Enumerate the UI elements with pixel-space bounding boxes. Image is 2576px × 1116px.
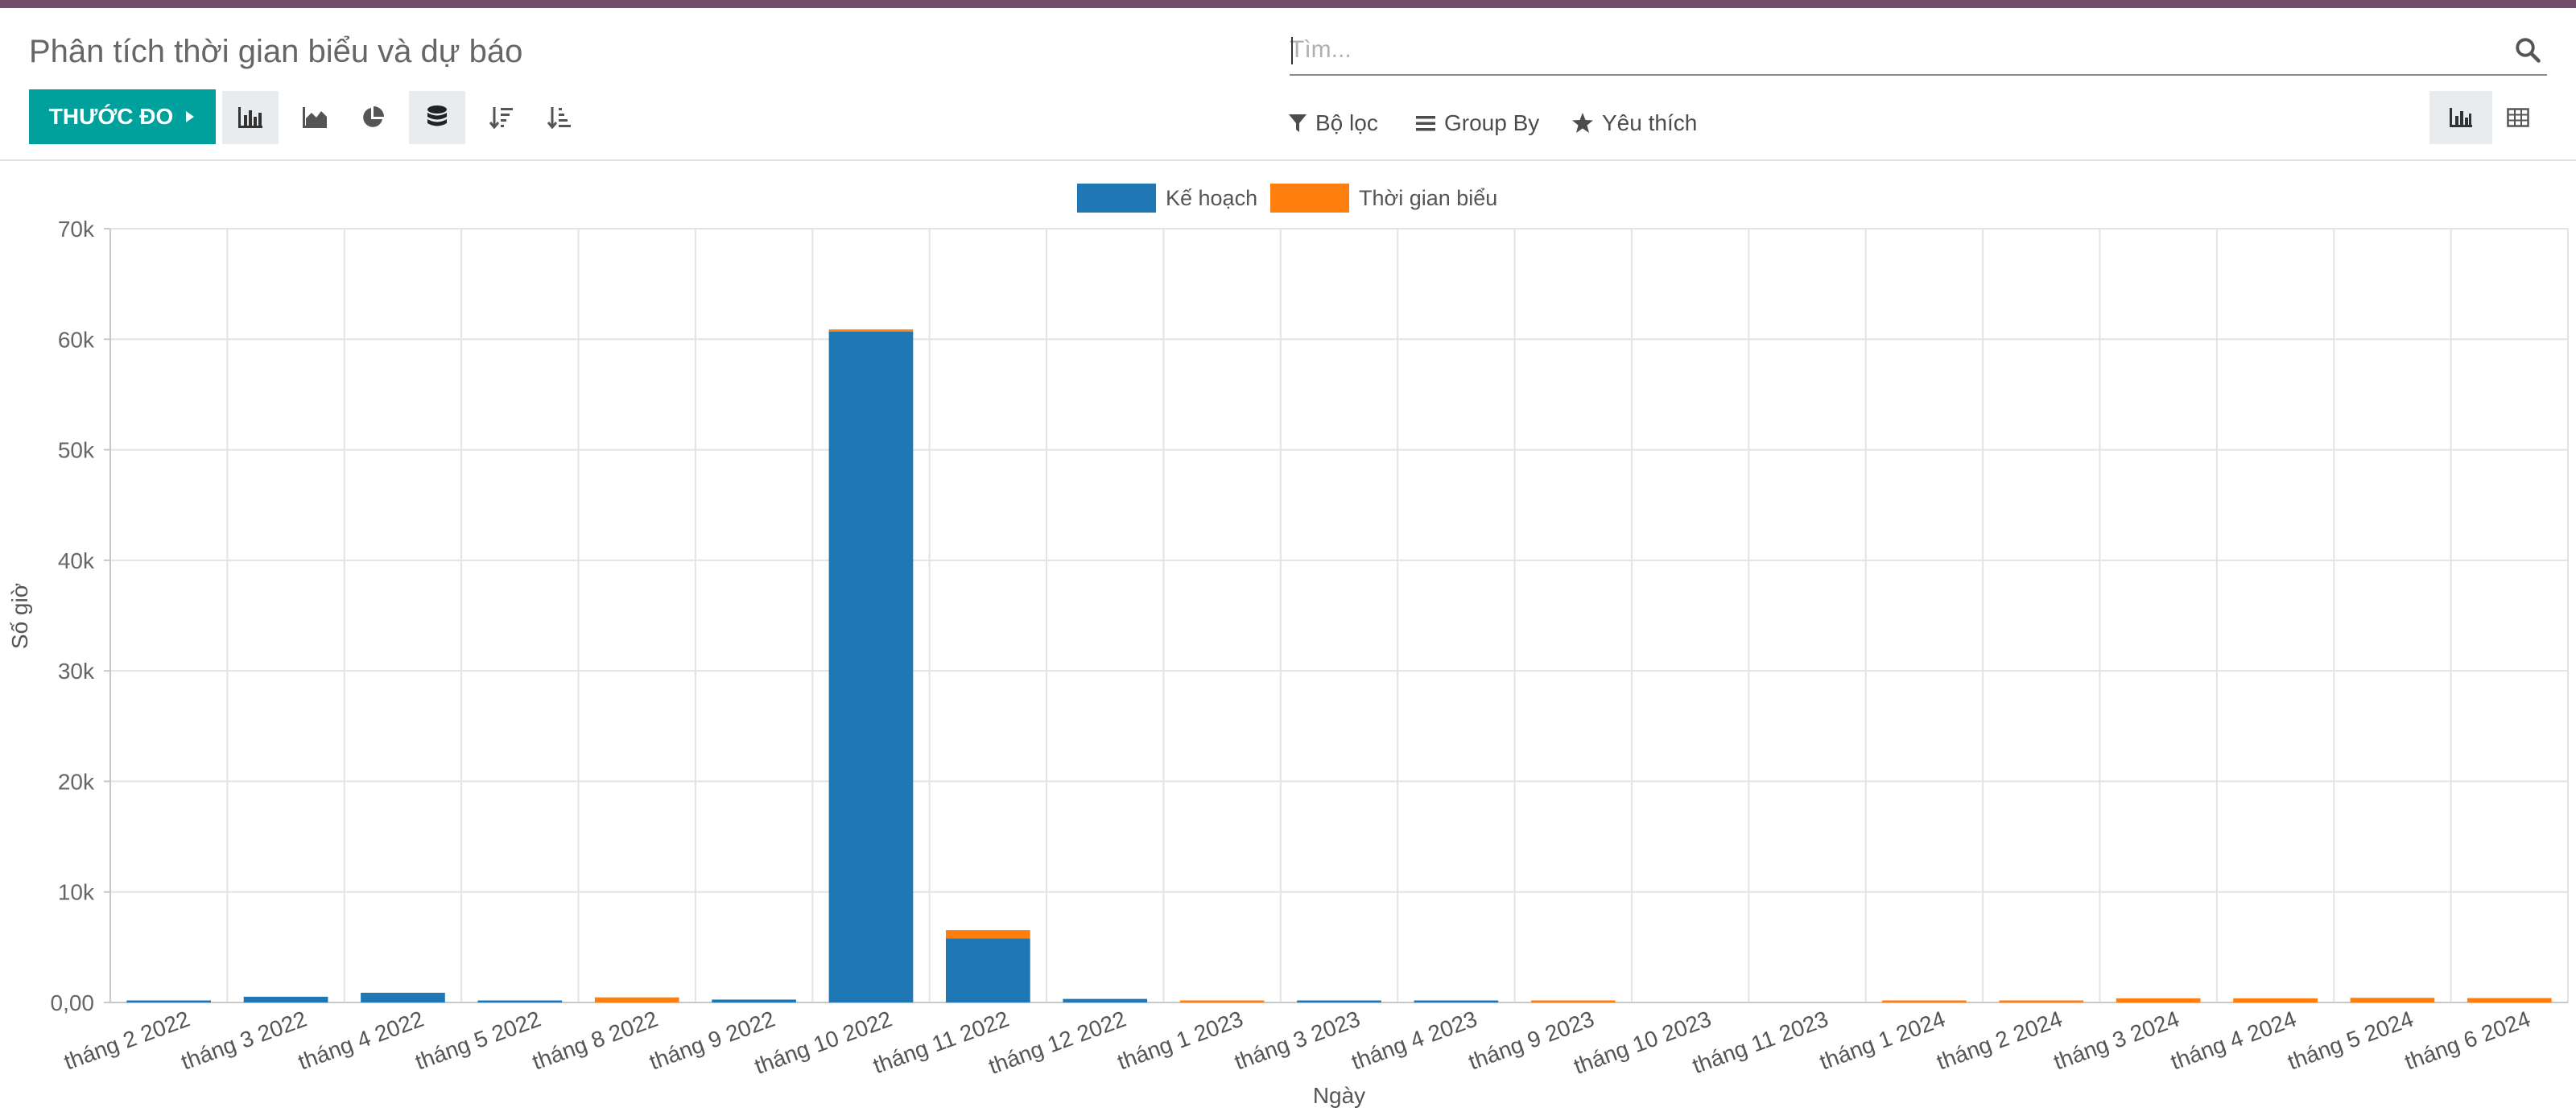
bar-ke-hoach [1063, 998, 1148, 1002]
y-tick-label: 10k [58, 880, 95, 905]
x-tick-label: tháng 3 2022 [178, 1006, 310, 1075]
y-axis-title: Số giờ [7, 583, 32, 649]
bar-thoi-gian-bieu [594, 997, 679, 1002]
search-input[interactable] [1290, 32, 2481, 68]
x-tick-label: tháng 4 2023 [1348, 1006, 1480, 1075]
bar-thoi-gian-bieu [1179, 1000, 1265, 1002]
bar-chart-button[interactable] [222, 91, 279, 144]
line-chart-button[interactable] [287, 91, 343, 144]
legend-label-thoi-gian-bieu: Thời gian biểu [1359, 185, 1498, 210]
bar-thoi-gian-bieu [2467, 998, 2552, 1002]
bar-thoi-gian-bieu [2233, 998, 2318, 1002]
y-tick-label: 60k [58, 327, 95, 352]
filter-icon [1289, 114, 1307, 132]
legend-item-ke-hoach[interactable]: Kế hoạch [1077, 182, 1257, 214]
y-tick-label: 20k [58, 769, 95, 794]
pivot-view-button[interactable] [2492, 91, 2544, 144]
y-tick-label: 0,00 [51, 990, 95, 1015]
bar-ke-hoach [1414, 1000, 1499, 1002]
bar-thoi-gian-bieu [2350, 998, 2435, 1002]
area-chart-icon [303, 107, 327, 128]
bar-ke-hoach [712, 999, 796, 1002]
ascending-sort-button[interactable] [531, 91, 588, 144]
sort-descending-icon [489, 107, 513, 130]
bar-thoi-gian-bieu [1882, 1000, 1967, 1002]
x-tick-label: tháng 11 2023 [1689, 1006, 1831, 1079]
y-tick-label: 50k [58, 438, 95, 463]
bar-thoi-gian-bieu [2116, 998, 2201, 1002]
x-tick-label: tháng 4 2022 [295, 1006, 427, 1075]
star-icon [1572, 113, 1593, 133]
x-tick-label: tháng 4 2024 [2167, 1006, 2299, 1075]
bar-chart-icon [238, 107, 262, 128]
x-tick-label: tháng 10 2022 [751, 1006, 895, 1079]
bar-ke-hoach [243, 996, 328, 1002]
bar-thoi-gian-bieu [946, 930, 1030, 939]
x-axis-title: Ngày [1313, 1083, 1365, 1108]
bar-ke-hoach [126, 1000, 212, 1002]
y-tick-label: 30k [58, 659, 95, 684]
stacked-toggle-button[interactable] [409, 91, 465, 144]
legend-label-ke-hoach: Kế hoạch [1166, 185, 1258, 210]
x-tick-label: tháng 1 2024 [1816, 1006, 1948, 1075]
legend-item-thoi-gian-bieu[interactable]: Thời gian biểu [1270, 182, 1497, 214]
sort-ascending-icon [547, 107, 571, 130]
x-tick-label: tháng 2 2022 [61, 1006, 193, 1075]
bar-ke-hoach [477, 1000, 563, 1002]
bar-thoi-gian-bieu [1999, 1000, 2084, 1002]
measures-label: THƯỚC ĐO [48, 104, 174, 129]
x-tick-label: tháng 5 2022 [412, 1006, 544, 1075]
x-tick-label: tháng 3 2023 [1231, 1006, 1363, 1075]
page-title: Phân tích thời gian biểu và dự báo [29, 34, 523, 69]
search-icon[interactable] [2513, 35, 2542, 64]
bar-thoi-gian-bieu [1530, 1000, 1616, 1002]
graph-view-icon [2450, 108, 2472, 127]
groupby-menu-button[interactable]: Group By [1415, 103, 1539, 143]
x-tick-label: tháng 9 2023 [1465, 1006, 1597, 1075]
x-tick-label: tháng 8 2022 [529, 1006, 661, 1075]
filter-label: Bộ lọc [1315, 110, 1378, 135]
x-tick-label: tháng 6 2024 [2401, 1006, 2533, 1075]
x-tick-label: tháng 11 2022 [869, 1006, 1012, 1079]
y-tick-label: 70k [58, 217, 95, 242]
favorites-menu-button[interactable]: Yêu thích [1571, 103, 1697, 143]
list-icon [1416, 116, 1435, 131]
bar-ke-hoach [946, 938, 1030, 1002]
control-panel: Phân tích thời gian biểu và dự báo THƯỚC… [0, 8, 2576, 161]
pie-chart-button[interactable] [345, 91, 401, 144]
x-tick-label: tháng 1 2023 [1114, 1006, 1246, 1075]
brand-top-bar [0, 0, 2576, 8]
x-tick-label: tháng 2 2024 [1934, 1006, 2066, 1075]
graph-view-button[interactable] [2429, 91, 2492, 144]
bar-ke-hoach [828, 331, 914, 1002]
favorites-label: Yêu thích [1602, 110, 1698, 135]
pivot-view-icon [2507, 108, 2529, 127]
y-tick-label: 40k [58, 548, 95, 573]
bar-ke-hoach [361, 992, 445, 1002]
filter-menu-button[interactable]: Bộ lọc [1288, 103, 1378, 143]
x-tick-label: tháng 12 2022 [985, 1006, 1129, 1079]
x-tick-label: tháng 5 2024 [2285, 1006, 2417, 1075]
x-tick-label: tháng 3 2024 [2050, 1006, 2182, 1075]
descending-sort-button[interactable] [473, 91, 530, 144]
legend-swatch-ke-hoach [1077, 184, 1156, 213]
x-tick-label: tháng 10 2023 [1571, 1006, 1715, 1079]
x-tick-label: tháng 9 2022 [646, 1006, 778, 1075]
groupby-label: Group By [1444, 110, 1540, 135]
search-box[interactable] [1290, 26, 2547, 76]
caret-right-icon [186, 111, 195, 122]
text-caret [1291, 37, 1293, 64]
measures-dropdown-button[interactable]: THƯỚC ĐO [29, 89, 216, 144]
legend-swatch-thoi-gian-bieu [1270, 184, 1349, 213]
pie-chart-icon [363, 106, 384, 127]
stacked-icon [427, 105, 447, 126]
bar-ke-hoach [1297, 1000, 1381, 1002]
bar-thoi-gian-bieu [828, 329, 914, 332]
